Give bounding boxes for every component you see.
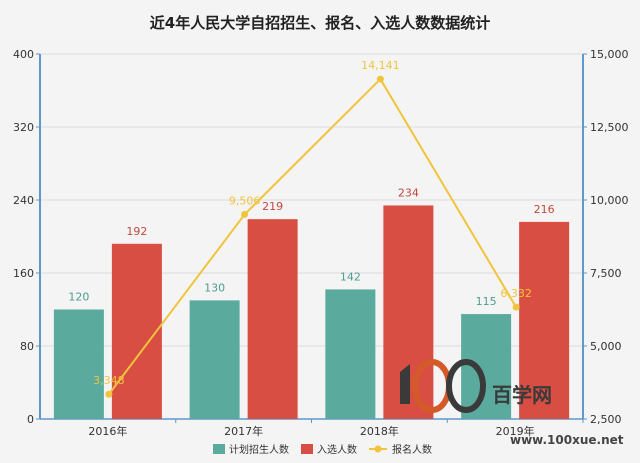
y-left-tick-label: 400 <box>13 48 34 61</box>
bar-selected <box>111 243 162 419</box>
watermark-logo: 百学网 www.100xue.net <box>400 359 624 447</box>
y-right-tick-label: 5,000 <box>590 340 622 353</box>
y-right-tick-label: 10,000 <box>590 194 629 207</box>
y-left-tick-label: 80 <box>20 340 34 353</box>
data-labels: 120 130 142 115 192 219 234 216 3,348 9,506 14,141… <box>68 59 554 387</box>
bar-planned <box>325 289 376 419</box>
bar-data-label: 115 <box>476 295 497 308</box>
watermark-100-icon <box>400 359 486 413</box>
y-left-tick-label: 160 <box>13 267 34 280</box>
line-point <box>512 303 520 311</box>
line-point <box>241 210 249 218</box>
bar-planned <box>189 300 240 419</box>
bar-planned <box>53 309 104 419</box>
line-data-label: 3,348 <box>93 374 125 387</box>
line-data-label: 6,332 <box>500 287 532 300</box>
y-right-tick-label: 7,500 <box>590 267 622 280</box>
x-tick-label: 2018年 <box>360 424 399 438</box>
y-left-tick-label: 240 <box>13 194 34 207</box>
bar-data-label: 142 <box>340 270 361 283</box>
bar-data-label: 130 <box>204 281 225 294</box>
x-tick-label: 2019年 <box>496 424 535 438</box>
legend-swatch <box>213 444 225 454</box>
chart-title: 近4年人民大学自招招生、报名、入选人数数据统计 <box>150 14 490 32</box>
bar-data-label: 120 <box>68 291 89 304</box>
legend-label: 入选人数 <box>317 443 357 456</box>
legend-label: 计划招生人数 <box>229 443 289 456</box>
x-tick-label: 2017年 <box>224 424 263 438</box>
legend: 计划招生人数 入选人数 报名人数 <box>213 443 432 456</box>
bar-data-label: 234 <box>398 186 419 199</box>
watermark-text: 百学网 <box>492 383 552 407</box>
bar-planned <box>461 314 512 419</box>
line-point <box>376 75 384 83</box>
x-tick-label: 2016年 <box>88 424 127 438</box>
bars <box>53 205 570 419</box>
line-point <box>105 390 113 398</box>
y-right-tick-label: 15,000 <box>590 48 629 61</box>
y-right-tick-label: 12,500 <box>590 121 629 134</box>
bar-selected <box>247 219 298 419</box>
bar-selected <box>519 221 570 419</box>
y-left-tick-label: 320 <box>13 121 34 134</box>
legend-swatch <box>301 444 313 454</box>
bar-data-label: 216 <box>534 203 555 216</box>
line-series <box>105 75 520 398</box>
y-left-tick-label: 0 <box>27 413 34 426</box>
line-data-label: 9,506 <box>229 194 261 207</box>
bar-data-label: 219 <box>262 200 283 213</box>
line-applicants <box>108 77 517 395</box>
y-right-tick-label: 2,500 <box>590 413 622 426</box>
watermark-url: www.100xue.net <box>510 433 624 447</box>
legend-swatch <box>374 445 382 453</box>
legend-label: 报名人数 <box>392 443 432 456</box>
line-data-label: 14,141 <box>361 59 400 72</box>
bar-data-label: 192 <box>126 225 147 238</box>
